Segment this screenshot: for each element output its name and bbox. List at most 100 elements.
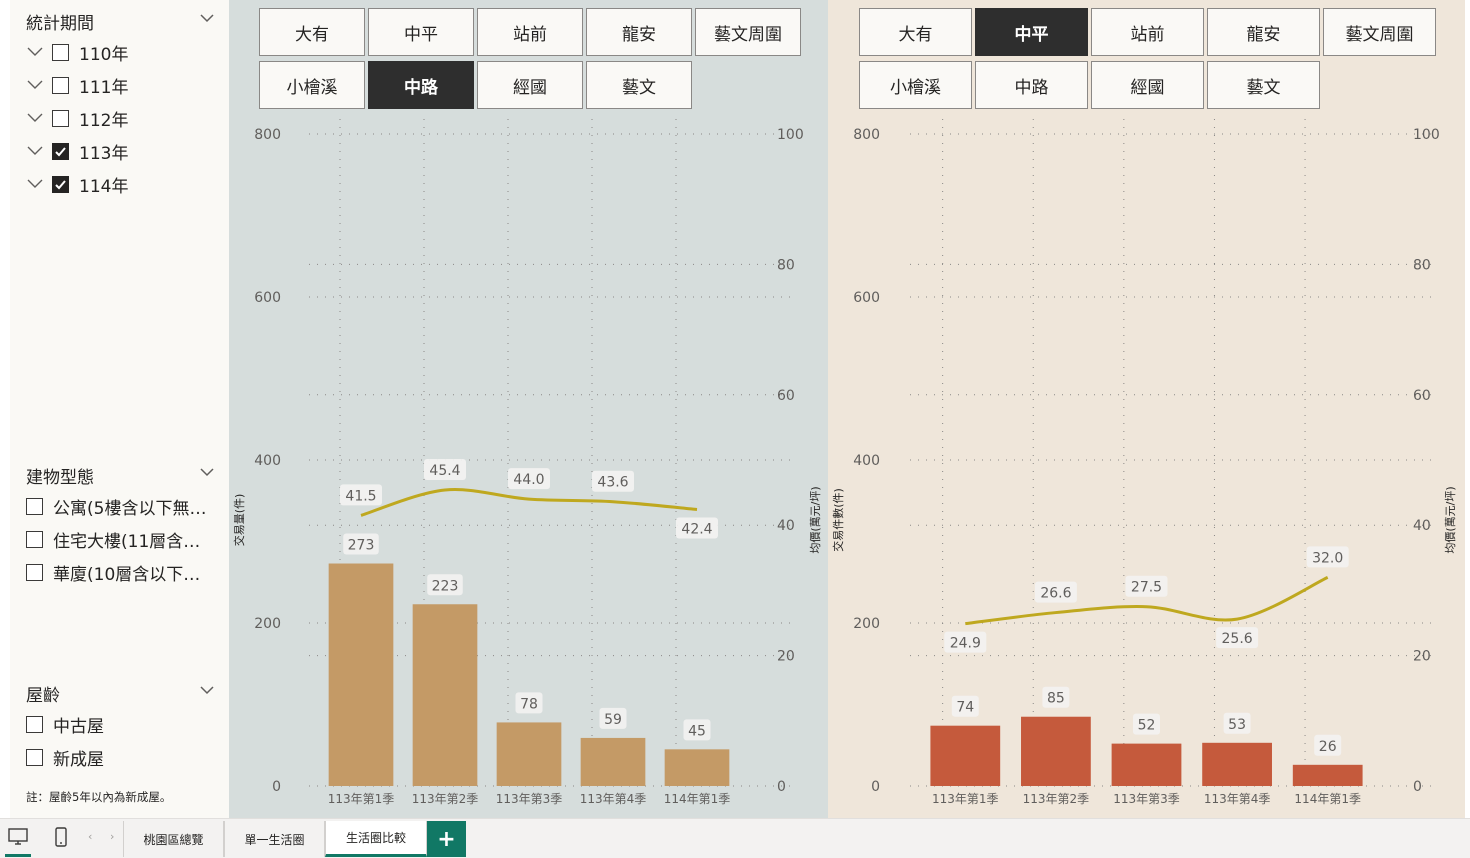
y-left-tick-label: 200 (254, 616, 281, 632)
line-value-text: 26.6 (1040, 586, 1071, 602)
y-left-axis-title: 交易件數(件) (831, 488, 845, 552)
bar-value-text: 273 (348, 538, 375, 554)
slicer-item[interactable]: 新成屋 (26, 745, 222, 769)
bar-data-label: 273 (343, 533, 379, 555)
area-tile[interactable]: 小檜溪 (259, 61, 365, 109)
slicer-item[interactable]: 住宅大樓(11層含… (26, 527, 222, 551)
checkbox[interactable] (52, 175, 69, 193)
x-tick-label: 113年第3季 (1113, 792, 1180, 806)
area-tile[interactable]: 經國 (1091, 61, 1204, 109)
desktop-view-icon[interactable] (7, 827, 29, 847)
period-slicer-title: 統計期間 (26, 14, 94, 34)
line-value-text: 27.5 (1131, 580, 1162, 596)
mobile-view-icon[interactable] (53, 827, 69, 849)
checkbox[interactable] (26, 715, 43, 733)
checkbox[interactable] (52, 142, 69, 160)
chevron-down-icon[interactable] (26, 178, 44, 190)
slicer-item[interactable]: 112年 (26, 106, 128, 131)
slicer-item[interactable]: 中古屋 (26, 712, 222, 736)
chevron-down-icon[interactable] (200, 13, 214, 23)
area-tile[interactable]: 大有 (259, 8, 365, 56)
bar-value-text: 85 (1047, 691, 1065, 707)
page-tab[interactable]: 桃園區總覽 (123, 821, 224, 857)
slicer-item-label: 110年 (79, 44, 129, 65)
checkbox[interactable] (52, 109, 69, 127)
chevron-left-icon[interactable]: ‹ (88, 830, 93, 843)
slicer-item[interactable]: 113年 (26, 139, 128, 164)
bar[interactable] (412, 604, 478, 786)
data-label-bg (599, 707, 627, 729)
checkbox[interactable] (52, 76, 69, 94)
add-page-button[interactable]: + (427, 821, 466, 857)
bar-data-label: 45 (683, 719, 711, 741)
line-value-text: 41.5 (345, 488, 376, 504)
data-label-bg (1133, 713, 1160, 735)
area-tile[interactable]: 龍安 (1207, 8, 1320, 56)
line-series[interactable] (360, 488, 698, 517)
checkbox[interactable] (52, 43, 69, 61)
slicer-item-label: 新成屋 (53, 749, 104, 770)
page-tab[interactable]: 單一生活圈 (224, 821, 325, 857)
checkbox[interactable] (26, 497, 43, 515)
area-tile[interactable]: 小檜溪 (859, 61, 972, 109)
area-tile[interactable]: 站前 (1091, 8, 1204, 56)
area-tile[interactable]: 經國 (477, 61, 583, 109)
area-tile[interactable]: 藝文周圍 (1323, 8, 1436, 56)
slicer-item[interactable]: 111年 (26, 73, 129, 98)
chevron-right-icon[interactable]: › (110, 830, 115, 843)
data-label-bg (592, 470, 634, 492)
slicer-item[interactable]: 114年 (26, 172, 128, 197)
x-tick-label: 113年第4季 (580, 792, 647, 806)
slicer-item[interactable]: 110年 (26, 40, 129, 65)
bar[interactable] (1292, 764, 1363, 786)
age-slicer-title: 屋齡 (26, 686, 60, 706)
checkbox[interactable] (26, 748, 43, 766)
area-tile[interactable]: 藝文周圍 (695, 8, 801, 56)
y-right-tick-label: 100 (1413, 127, 1440, 143)
area-tile[interactable]: 中路 (975, 61, 1088, 109)
slicer-item[interactable]: 公寓(5樓含以下無… (26, 494, 222, 518)
slicer-item[interactable]: 華廈(10層含以下… (26, 560, 222, 584)
bar[interactable] (1202, 742, 1272, 786)
bar[interactable] (664, 749, 730, 786)
bar[interactable] (1021, 716, 1091, 786)
bar-data-label: 78 (515, 692, 543, 714)
chevron-down-icon[interactable] (200, 685, 214, 695)
chevron-down-icon[interactable] (26, 79, 44, 91)
checkbox[interactable] (26, 530, 43, 548)
chevron-down-icon[interactable] (26, 112, 44, 124)
bar[interactable] (496, 722, 562, 786)
bar[interactable] (328, 563, 394, 786)
bar[interactable] (1111, 743, 1182, 786)
area-tile[interactable]: 中平 (368, 8, 474, 56)
age-note: 註：屋齡5年以內為新成屋。 (26, 790, 172, 804)
chevron-down-icon[interactable] (26, 46, 44, 58)
y-left-tick-label: 600 (254, 290, 281, 306)
area-tile[interactable]: 藝文 (1207, 61, 1320, 109)
checkbox[interactable] (26, 563, 43, 581)
bar[interactable] (930, 725, 1001, 786)
data-label-bg (1314, 734, 1342, 756)
bar-data-label: 59 (599, 707, 627, 729)
area-tile[interactable]: 大有 (859, 8, 972, 56)
area-tile[interactable]: 中路 (368, 61, 474, 109)
area-tile[interactable]: 藝文 (586, 61, 692, 109)
chevron-down-icon[interactable] (26, 145, 44, 157)
bar[interactable] (580, 737, 646, 786)
bar-value-text: 74 (956, 700, 974, 716)
bar-data-label: 85 (1042, 686, 1070, 708)
data-label-bg (340, 484, 382, 506)
chevron-down-icon[interactable] (200, 467, 214, 477)
line-series[interactable] (965, 575, 1329, 626)
data-label-bg (683, 719, 711, 741)
x-tick-label: 113年第2季 (412, 792, 479, 806)
area-tile[interactable]: 站前 (477, 8, 583, 56)
area-tile[interactable]: 中平 (975, 8, 1088, 56)
page-tab[interactable]: 生活圈比較 (325, 821, 427, 857)
data-label-bg (1306, 546, 1349, 568)
y-right-tick-label: 0 (1413, 779, 1422, 795)
area-tile[interactable]: 龍安 (586, 8, 692, 56)
line-data-label: 24.9 (944, 631, 987, 653)
slicer-item-label: 111年 (79, 77, 129, 98)
line-data-label: 26.6 (1034, 581, 1077, 603)
